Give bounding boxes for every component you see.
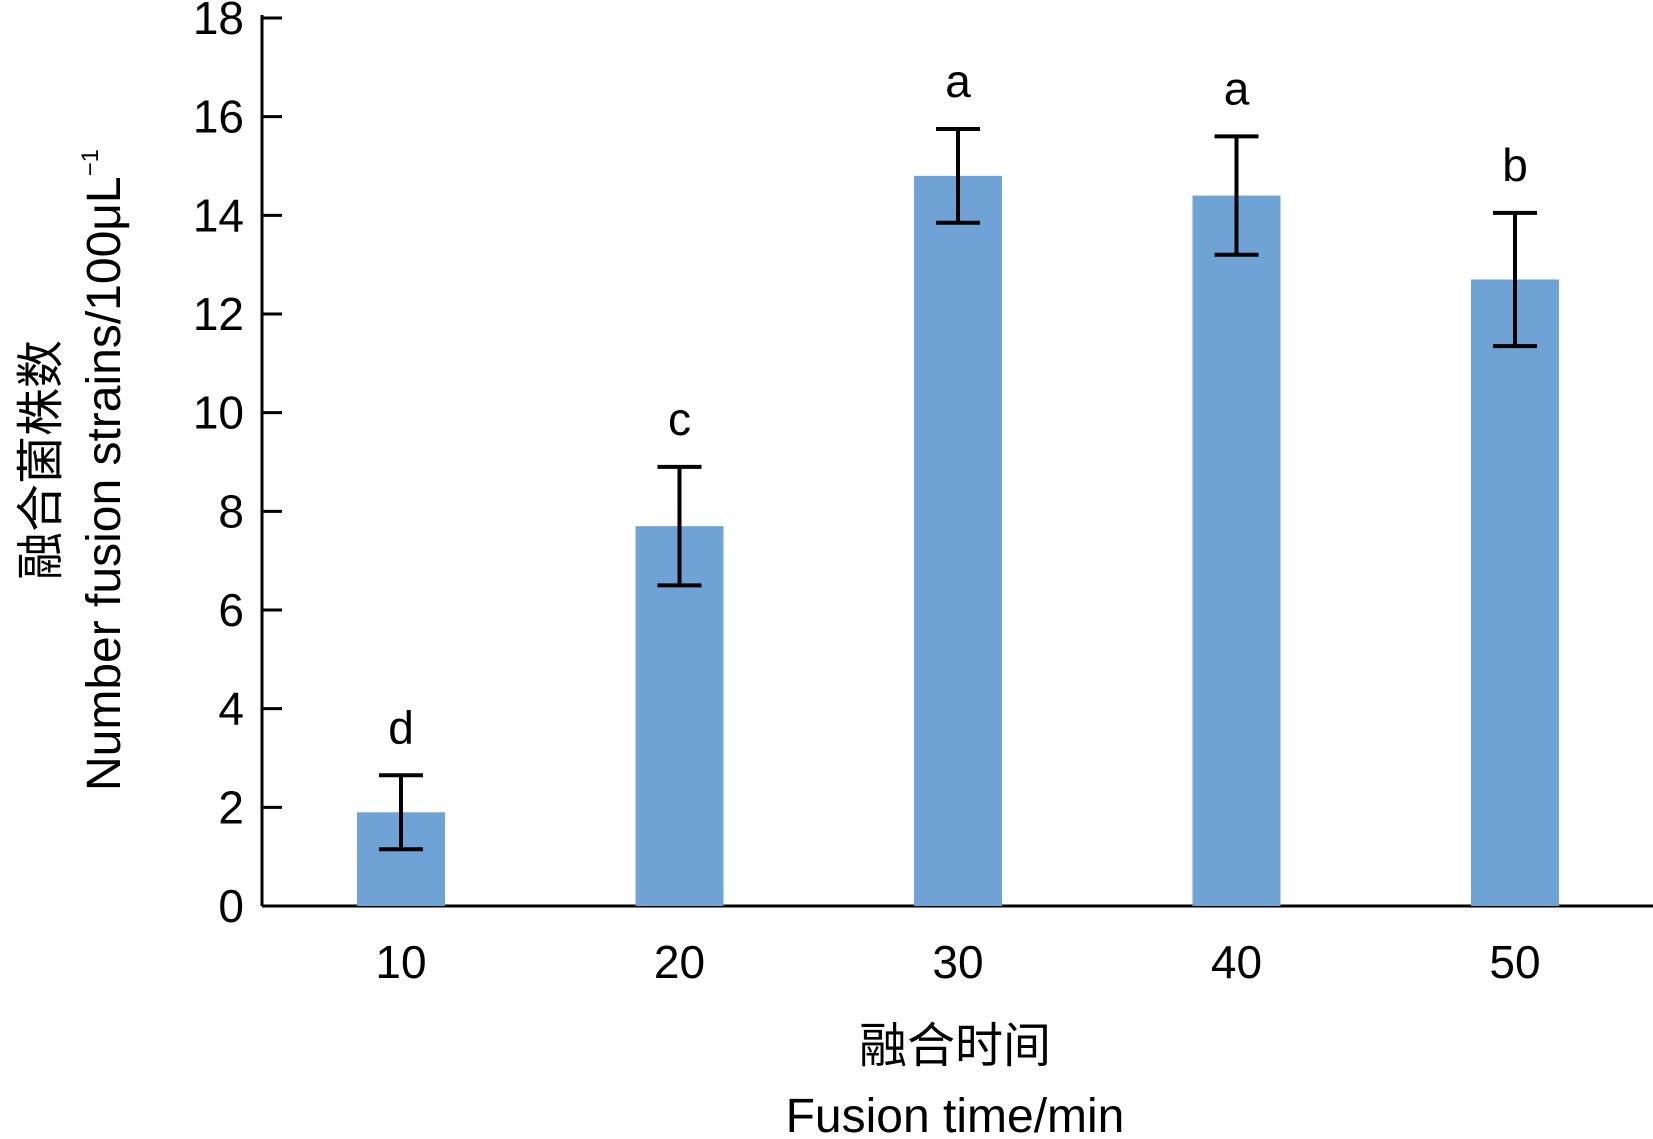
error-bar	[936, 127, 980, 225]
y-axis-title-cn-group: 融合菌株数	[15, 340, 68, 580]
y-ticks: 0 2 4 6 8 10 12 14 16 18	[193, 0, 282, 932]
x-axis-title-cn: 融合时间	[859, 1020, 1051, 1073]
y-tick-label: 16	[193, 91, 244, 143]
y-axis-title-en-main: Number fusion strains/100μL	[78, 176, 131, 791]
y-tick-label: 6	[218, 584, 244, 636]
y-tick-label: 0	[218, 880, 244, 932]
x-axis-title-en: Fusion time/min	[786, 1090, 1125, 1139]
y-tick-label: 4	[218, 683, 244, 735]
y-tick-label: 8	[218, 485, 244, 537]
significance-label: d	[388, 701, 414, 753]
error-bar	[657, 464, 702, 588]
error-bars	[379, 127, 1537, 852]
error-bar	[1493, 210, 1537, 349]
bar	[635, 526, 724, 906]
y-tick-label: 12	[193, 288, 244, 340]
significance-label: a	[945, 55, 971, 107]
error-bar	[379, 773, 423, 852]
x-tick-label: 20	[654, 936, 705, 988]
y-tick-label: 18	[193, 0, 244, 44]
x-tick-label: 50	[1489, 936, 1540, 988]
significance-label: c	[668, 393, 691, 445]
y-tick-label: 2	[218, 781, 244, 833]
bar	[914, 175, 1002, 906]
x-tick-label: 10	[375, 936, 426, 988]
y-axis-title-en-sup: −1	[77, 149, 104, 176]
y-axis-title-en: Number fusion strains/100μL−1	[77, 149, 131, 791]
significance-label: a	[1224, 62, 1250, 114]
significance-label: b	[1502, 139, 1528, 191]
x-tick-label: 40	[1211, 936, 1262, 988]
x-tick-label: 30	[932, 936, 983, 988]
bar	[1192, 195, 1281, 907]
bars	[357, 175, 1559, 907]
y-axis-title-cn: 融合菌株数	[15, 340, 68, 580]
x-ticks: 10 20 30 40 50	[375, 936, 1540, 988]
y-axis-title-en-group: Number fusion strains/100μL−1	[77, 149, 131, 791]
y-tick-label: 10	[193, 387, 244, 439]
y-tick-label: 14	[193, 189, 244, 241]
bar	[1471, 279, 1559, 906]
significance-labels: d c a a b	[388, 55, 1528, 753]
error-bar	[1214, 134, 1259, 257]
